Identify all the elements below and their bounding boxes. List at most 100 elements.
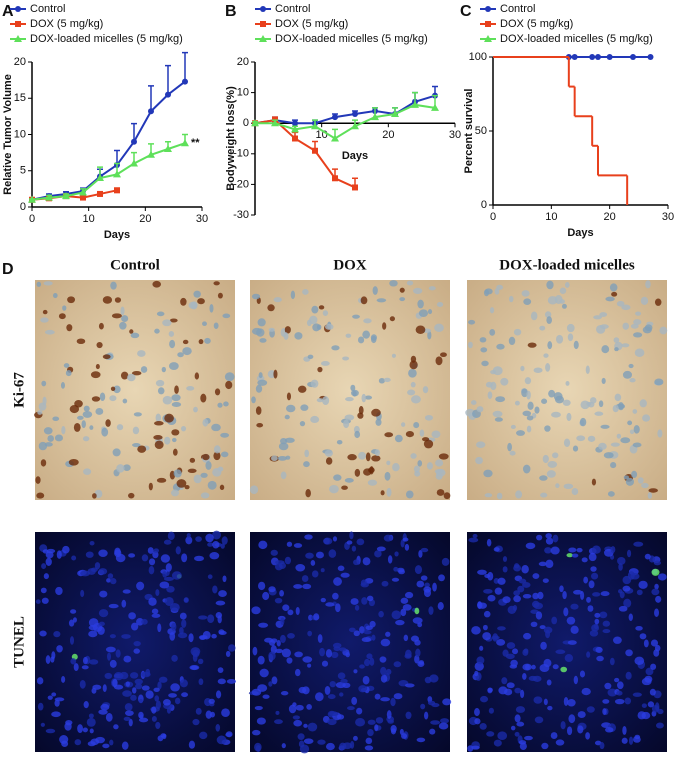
cell [195,536,202,542]
cell [394,551,399,557]
cell [609,657,615,666]
cell [633,319,642,325]
cell [310,415,320,424]
cell [154,421,164,426]
cell [77,415,84,420]
cell [367,719,376,725]
cell [544,425,551,432]
cell [413,287,423,295]
cell [219,484,225,490]
cell [560,666,568,673]
cell [607,491,615,497]
cell [277,456,288,461]
cell [286,657,293,664]
cell [299,744,310,754]
cell [327,718,337,726]
cell [410,453,417,459]
cell [516,721,525,727]
cell [513,328,522,336]
cell [497,577,506,585]
cell [643,639,649,648]
cell [41,597,49,604]
cell [280,617,285,626]
row-label: Ki-67 [11,372,27,408]
cell [364,395,373,400]
cell [502,566,508,573]
cell [589,629,599,637]
cell [500,377,509,386]
cell [432,582,437,592]
cell [123,655,132,663]
cell [468,319,476,325]
cell [222,313,231,319]
cell [255,406,262,415]
cell [523,648,529,654]
cell [215,600,226,606]
cell [586,706,595,713]
cell [213,445,221,454]
cell [526,415,534,421]
cell [221,536,228,545]
cell [251,606,261,615]
cell [65,370,72,377]
cell [297,385,307,393]
cell [340,678,348,684]
cell [36,281,42,287]
cell [329,484,339,494]
cell [482,632,492,641]
y-tick-label: 10 [14,128,26,140]
cell [530,311,538,321]
cell [385,668,392,675]
cell [273,297,282,303]
cell [471,745,480,750]
cell [559,585,564,593]
cell [124,703,133,711]
cell [89,541,95,546]
cell [322,310,329,317]
cell [523,298,532,305]
cell [324,449,333,457]
cell [621,737,628,744]
cell [347,706,355,711]
cell [284,556,292,565]
cell [105,646,116,653]
cell [486,538,492,547]
cell [644,553,651,560]
cell [546,316,552,324]
cell [121,315,129,322]
cell [148,597,157,606]
cell [474,718,481,725]
marker [181,139,189,147]
marker [311,122,319,130]
cell [629,429,635,435]
cell [512,648,519,655]
cell [77,724,83,734]
cell [581,557,588,563]
cell [44,442,53,447]
cell [415,325,426,334]
error-bar [165,64,171,95]
cell [120,306,125,316]
cell [599,611,608,619]
cell [622,725,627,735]
cell [188,633,194,643]
cell [429,728,436,735]
cell [626,549,632,558]
cell [256,328,265,337]
cell [353,630,360,637]
cell [70,609,77,614]
marker [312,147,318,154]
cell [390,697,396,707]
cell [545,559,554,569]
cell [380,697,390,702]
cell [95,736,105,744]
y-tick-label: 0 [481,199,487,211]
cell [367,479,378,486]
cell [364,578,374,584]
cell [51,711,61,718]
legend-label: Control [30,3,65,15]
cell [428,286,436,291]
cell [413,465,420,473]
cell [217,466,224,472]
